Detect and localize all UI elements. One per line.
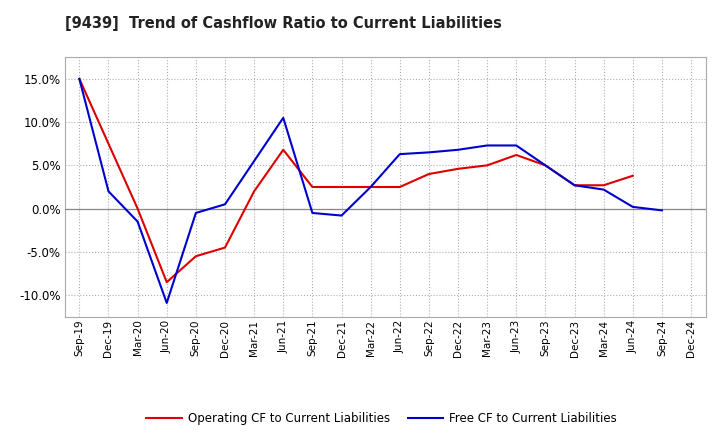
Operating CF to Current Liabilities [337,184,346,190]
Operating CF to Current Liabilities [75,76,84,81]
Free CF to Current Liabilities [366,184,375,190]
Legend: Operating CF to Current Liabilities, Free CF to Current Liabilities: Operating CF to Current Liabilities, Fre… [142,407,621,430]
Free CF to Current Liabilities [483,143,492,148]
Operating CF to Current Liabilities [308,184,317,190]
Free CF to Current Liabilities [279,115,287,121]
Free CF to Current Liabilities [454,147,462,152]
Free CF to Current Liabilities [337,213,346,218]
Free CF to Current Liabilities [541,163,550,168]
Free CF to Current Liabilities [425,150,433,155]
Free CF to Current Liabilities [163,301,171,306]
Free CF to Current Liabilities [308,210,317,216]
Operating CF to Current Liabilities [541,163,550,168]
Free CF to Current Liabilities [192,210,200,216]
Free CF to Current Liabilities [629,204,637,209]
Operating CF to Current Liabilities [629,173,637,178]
Operating CF to Current Liabilities [133,206,142,211]
Operating CF to Current Liabilities [220,245,229,250]
Operating CF to Current Liabilities [454,166,462,172]
Free CF to Current Liabilities [599,187,608,192]
Operating CF to Current Liabilities [425,171,433,176]
Operating CF to Current Liabilities [366,184,375,190]
Operating CF to Current Liabilities [599,183,608,188]
Operating CF to Current Liabilities [104,141,113,147]
Free CF to Current Liabilities [512,143,521,148]
Free CF to Current Liabilities [657,208,666,213]
Free CF to Current Liabilities [250,158,258,164]
Operating CF to Current Liabilities [483,163,492,168]
Operating CF to Current Liabilities [192,253,200,259]
Free CF to Current Liabilities [133,219,142,224]
Free CF to Current Liabilities [395,151,404,157]
Operating CF to Current Liabilities [163,279,171,285]
Line: Operating CF to Current Liabilities: Operating CF to Current Liabilities [79,79,633,282]
Text: [9439]  Trend of Cashflow Ratio to Current Liabilities: [9439] Trend of Cashflow Ratio to Curren… [65,16,502,31]
Free CF to Current Liabilities [75,76,84,81]
Operating CF to Current Liabilities [570,183,579,188]
Free CF to Current Liabilities [570,183,579,188]
Operating CF to Current Liabilities [395,184,404,190]
Free CF to Current Liabilities [220,202,229,207]
Free CF to Current Liabilities [104,189,113,194]
Line: Free CF to Current Liabilities: Free CF to Current Liabilities [79,79,662,303]
Operating CF to Current Liabilities [279,147,287,152]
Operating CF to Current Liabilities [250,189,258,194]
Operating CF to Current Liabilities [512,152,521,158]
